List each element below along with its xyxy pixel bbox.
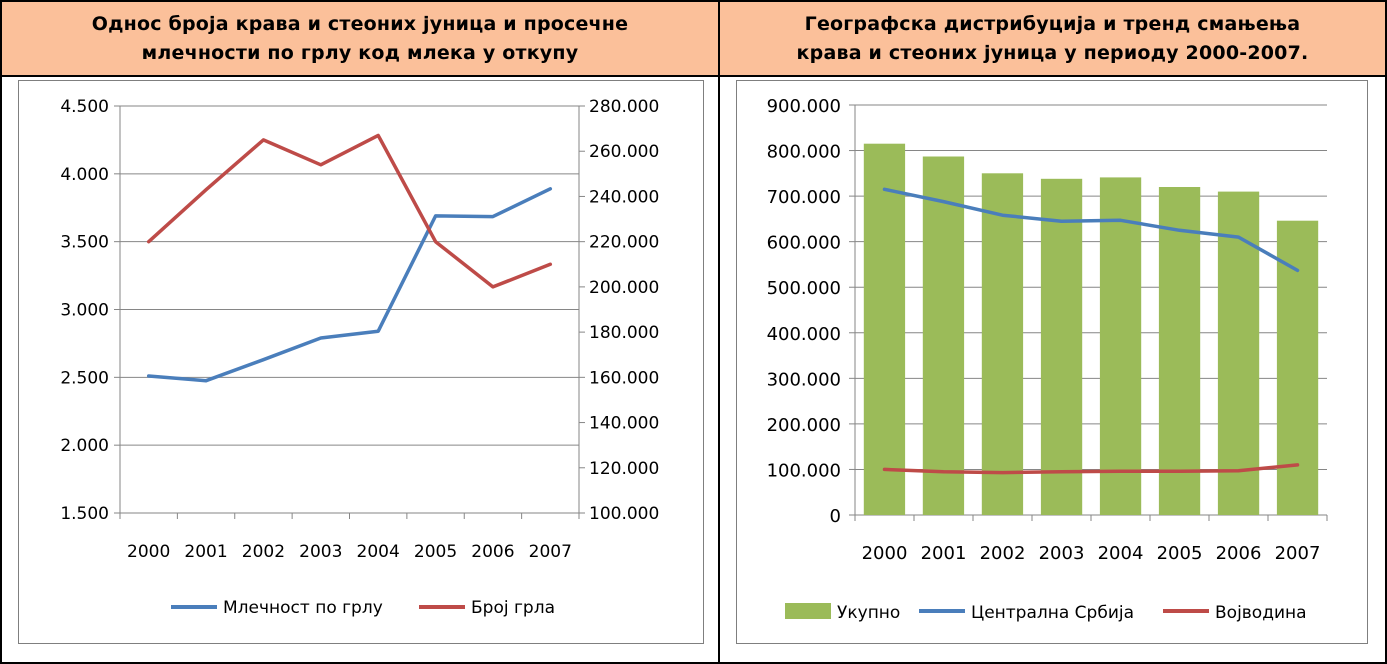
legend-label: Укупно <box>837 603 900 623</box>
series-line-1 <box>146 187 553 383</box>
x-tick-label: 2001 <box>184 542 227 562</box>
y-tick-label: 700.000 <box>767 187 841 208</box>
right-y-tick-label: 120.000 <box>589 459 659 479</box>
y-tick-label: 300.000 <box>767 369 841 390</box>
x-tick-label: 2001 <box>921 543 967 564</box>
x-tick-label: 2000 <box>127 542 170 562</box>
x-tick-label: 2007 <box>1275 543 1321 564</box>
left-y-tick-label: 3.000 <box>60 301 109 321</box>
left-panel: Однос броја крава и стеоних јуница и про… <box>2 2 720 662</box>
y-tick-label: 800.000 <box>767 142 841 163</box>
bar <box>1099 177 1142 515</box>
right-y-tick-label: 160.000 <box>589 368 659 388</box>
left-y-tick-label: 2.000 <box>60 436 109 456</box>
right-y-tick-label: 200.000 <box>589 278 659 298</box>
bar <box>922 156 965 515</box>
series-line-2 <box>882 463 1300 475</box>
x-tick-label: 2006 <box>471 542 514 562</box>
x-tick-label: 2002 <box>980 543 1026 564</box>
right-y-tick-label: 240.000 <box>589 187 659 207</box>
y-tick-label: 900.000 <box>767 96 841 117</box>
left-chart-area: 1.500 2.000 2.500 3.000 3.500 4.000 4.500 100.0… <box>18 80 704 644</box>
left-y-tick-label: 1.500 <box>60 504 109 524</box>
right-panel-header: Географска дистрибуција и тренд смањења … <box>720 2 1385 77</box>
bar <box>1158 187 1201 515</box>
legend-swatch <box>785 603 831 619</box>
bar <box>1040 178 1083 516</box>
series-line-2 <box>146 133 553 289</box>
right-y-tick-label: 140.000 <box>589 414 659 434</box>
bar <box>981 173 1024 516</box>
left-y-tick-label: 3.500 <box>60 233 109 253</box>
legend-label: Број грла <box>471 598 555 618</box>
x-tick-label: 2004 <box>357 542 400 562</box>
left-chart-svg: 1.500 2.000 2.500 3.000 3.500 4.000 4.500 100.0… <box>60 97 659 618</box>
bar <box>1276 220 1319 515</box>
right-panel: Географска дистрибуција и тренд смањења … <box>720 2 1385 662</box>
x-tick-label: 2003 <box>1039 543 1085 564</box>
legend-label: Војводина <box>1215 603 1307 623</box>
bar <box>863 143 906 515</box>
y-tick-label: 200.000 <box>767 415 841 436</box>
right-panel-title: Географска дистрибуција и тренд смањења … <box>796 12 1309 64</box>
x-tick-label: 2004 <box>1098 543 1144 564</box>
legend-label: Централна Србија <box>971 603 1134 623</box>
y-tick-label: 0 <box>830 506 841 527</box>
y-tick-label: 500.000 <box>767 278 841 299</box>
x-tick-label: 2006 <box>1216 543 1262 564</box>
legend-label: Млечност по грлу <box>223 598 383 618</box>
left-y-tick-label: 4.000 <box>60 165 109 185</box>
x-tick-label: 2003 <box>299 542 342 562</box>
bar <box>1217 191 1260 515</box>
left-y-tick-label: 2.500 <box>60 368 109 388</box>
right-y-tick-label: 100.000 <box>589 504 659 524</box>
x-tick-label: 2002 <box>242 542 285 562</box>
right-chart-area: 0 100.000 200.000 300.000 400.000 500.000 600.… <box>736 80 1368 644</box>
y-tick-label: 600.000 <box>767 233 841 254</box>
right-y-tick-label: 280.000 <box>589 97 659 117</box>
right-chart-svg: 0 100.000 200.000 300.000 400.000 500.000 600.… <box>767 96 1328 623</box>
y-tick-label: 400.000 <box>767 324 841 345</box>
series-line-1 <box>882 187 1300 273</box>
x-tick-label: 2005 <box>414 542 457 562</box>
left-y-tick-label: 4.500 <box>60 97 109 117</box>
x-tick-label: 2007 <box>529 542 572 562</box>
x-tick-label: 2005 <box>1157 543 1203 564</box>
x-tick-label: 2000 <box>862 543 908 564</box>
right-y-tick-label: 260.000 <box>589 142 659 162</box>
right-y-tick-label: 220.000 <box>589 233 659 253</box>
left-panel-title: Однос броја крава и стеоних јуница и про… <box>91 12 629 64</box>
left-panel-header: Однос броја крава и стеоних јуница и про… <box>2 2 718 77</box>
y-tick-label: 100.000 <box>767 460 841 481</box>
right-y-tick-label: 180.000 <box>589 323 659 343</box>
